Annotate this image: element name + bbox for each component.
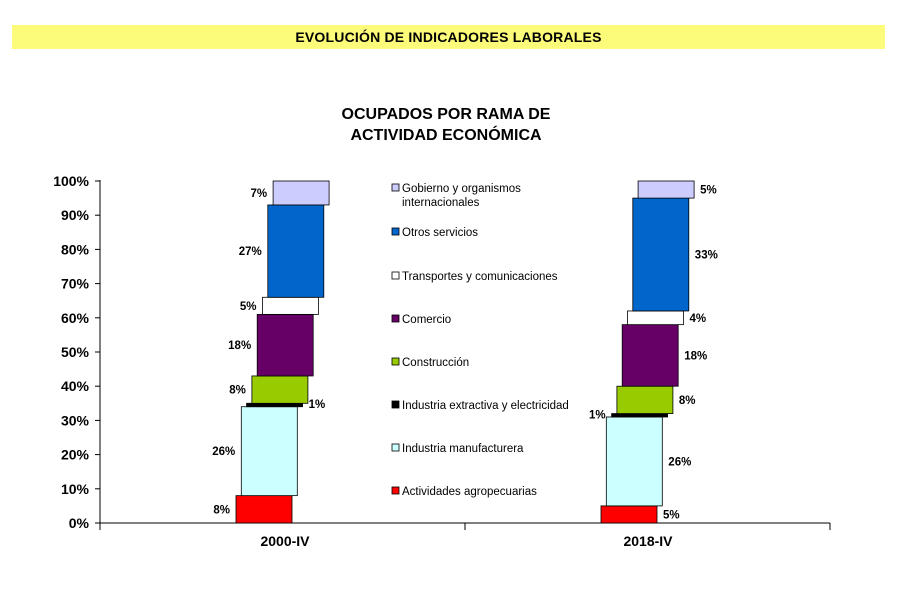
- x-category-label: 2018-IV: [623, 533, 673, 549]
- chart-title: OCUPADOS POR RAMA DE ACTIVIDAD ECONÓMICA: [246, 104, 646, 146]
- data-label: 5%: [663, 509, 680, 521]
- y-tick-label: 10%: [61, 481, 90, 497]
- bar-segment: [235, 495, 293, 524]
- data-label: 18%: [684, 350, 707, 362]
- y-tick-label: 60%: [61, 310, 90, 326]
- legend-label: Gobierno y organismos: [402, 183, 521, 195]
- data-label: 1%: [309, 399, 326, 411]
- bar-segment: [262, 296, 319, 315]
- legend-swatch: [391, 183, 400, 192]
- legend-swatch: [391, 271, 400, 280]
- y-tick-label: 40%: [61, 378, 90, 394]
- bar-segment: [621, 324, 679, 387]
- data-label: 1%: [589, 409, 606, 421]
- bar-segment: [600, 505, 658, 524]
- chart-title-line-1: OCUPADOS POR RAMA DE: [341, 106, 551, 123]
- legend-label: Transportes y comunicaciones: [402, 271, 558, 283]
- y-tick-label: 0%: [69, 515, 90, 531]
- data-label: 4%: [690, 313, 707, 325]
- header-banner: EVOLUCIÓN DE INDICADORES LABORALES: [12, 25, 885, 49]
- y-tick-label: 90%: [61, 207, 90, 223]
- legend-swatch: [391, 357, 400, 366]
- bar-segment: [616, 385, 674, 414]
- legend-label: Industria manufacturera: [402, 443, 524, 455]
- data-label: 26%: [212, 446, 235, 458]
- legend-label: Industria extractiva y electricidad: [402, 400, 569, 412]
- banner-title: EVOLUCIÓN DE INDICADORES LABORALES: [295, 29, 602, 45]
- bar-segment: [637, 180, 695, 199]
- legend-label: Comercio: [402, 314, 451, 326]
- legend-swatch: [391, 227, 400, 236]
- y-tick-label: 30%: [61, 412, 90, 428]
- data-label: 8%: [213, 504, 230, 516]
- legend-swatch: [391, 486, 400, 495]
- legend-label: Otros servicios: [402, 227, 478, 239]
- bar-segment: [632, 197, 690, 312]
- legend-swatch: [391, 400, 400, 409]
- x-category-label: 2000-IV: [260, 533, 310, 549]
- data-label: 5%: [700, 185, 717, 197]
- bar-segment: [605, 416, 663, 507]
- y-tick-label: 20%: [61, 447, 90, 463]
- bar-segment: [256, 313, 314, 377]
- chart-title-line-2: ACTIVIDAD ECONÓMICA: [350, 127, 542, 144]
- bar-segment: [251, 375, 309, 404]
- y-tick-label: 70%: [61, 276, 90, 292]
- data-label: 8%: [229, 385, 246, 397]
- bar-segment: [240, 406, 298, 497]
- legend-label: internacionales: [402, 197, 480, 209]
- legend-label: Actividades agropecuarias: [402, 486, 537, 498]
- legend-swatch: [391, 314, 400, 323]
- y-tick-label: 80%: [61, 241, 90, 257]
- data-label: 18%: [228, 340, 251, 352]
- bar-segment: [611, 413, 668, 418]
- legend-label: Construcción: [402, 357, 469, 369]
- y-tick-label: 100%: [53, 173, 89, 189]
- data-label: 8%: [679, 395, 696, 407]
- data-label: 33%: [695, 250, 718, 262]
- bar-segment: [627, 310, 684, 326]
- data-label: 27%: [239, 246, 262, 258]
- bar-segment: [272, 180, 330, 206]
- data-label: 7%: [250, 188, 267, 200]
- bar-segment: [246, 402, 304, 408]
- legend-swatch: [391, 443, 400, 452]
- bar-segment: [267, 204, 325, 298]
- y-tick-label: 50%: [61, 344, 90, 360]
- data-label: 5%: [240, 301, 257, 313]
- data-label: 26%: [668, 456, 691, 468]
